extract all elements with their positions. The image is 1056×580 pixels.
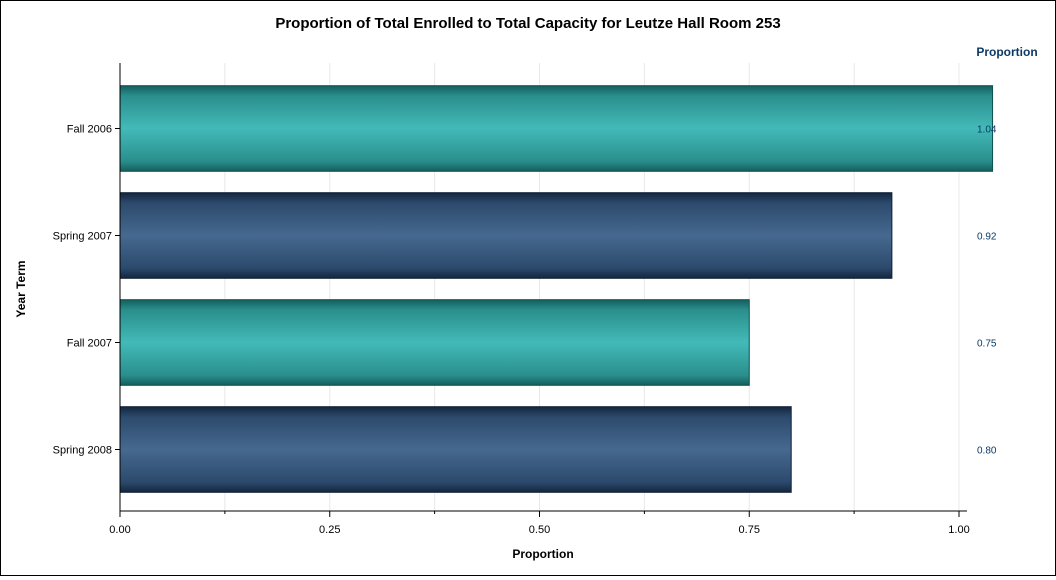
y-tick-label: Spring 2007 — [53, 231, 112, 243]
bar — [119, 85, 994, 172]
x-tick-label: 0.00 — [109, 524, 130, 536]
y-tick-label: Spring 2008 — [53, 445, 112, 457]
data-label: 0.92 — [977, 232, 997, 243]
y-axis-ticks: Fall 2006 Spring 2007 Fall 2007 Spring 2008 — [53, 124, 120, 457]
data-label: 0.75 — [977, 339, 997, 350]
bar — [119, 192, 893, 279]
y-axis-label: Year Term — [14, 260, 28, 317]
x-tick-label: 0.75 — [739, 524, 760, 536]
data-label: 0.80 — [977, 446, 997, 457]
bar — [119, 299, 750, 386]
bars — [119, 85, 994, 493]
value-column-header: Proportion — [976, 45, 1037, 59]
y-tick-label: Fall 2007 — [67, 338, 112, 350]
bar — [119, 406, 792, 493]
data-label: 1.04 — [977, 125, 997, 136]
x-tick-label: 1.00 — [948, 524, 969, 536]
x-tick-label: 0.50 — [529, 524, 550, 536]
y-tick-label: Fall 2006 — [67, 124, 112, 136]
x-tick-label: 0.25 — [319, 524, 340, 536]
x-axis-ticks: 0.00 0.25 0.50 0.75 1.00 — [109, 511, 970, 536]
x-axis-label: Proportion — [512, 547, 573, 561]
chart-title: Proportion of Total Enrolled to Total Ca… — [275, 15, 780, 32]
value-labels: 1.04 0.92 0.75 0.80 — [977, 125, 997, 457]
